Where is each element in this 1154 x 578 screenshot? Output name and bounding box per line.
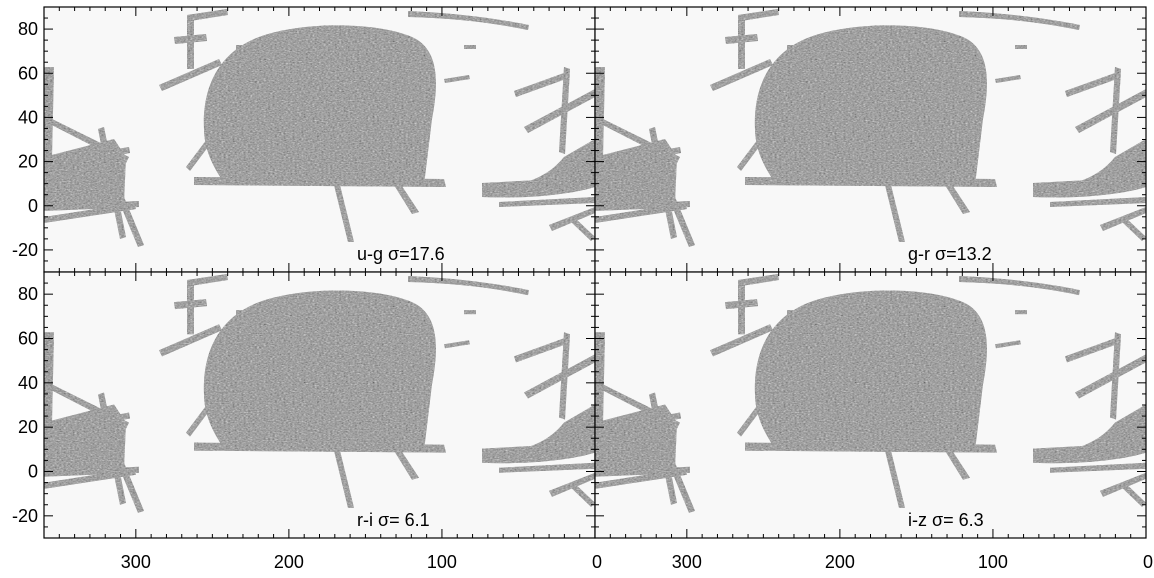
x-tick-label: 0 <box>592 552 602 572</box>
y-tick-label: 60 <box>18 329 38 349</box>
y-tick-label: 80 <box>18 284 38 304</box>
panel-label: u-g σ=17.6 <box>357 244 445 264</box>
y-tick-label: 40 <box>18 373 38 393</box>
x-tick-label: 200 <box>825 552 855 572</box>
y-tick-label: 0 <box>28 462 38 482</box>
y-tick-label: 80 <box>18 19 38 39</box>
panel-label: g-r σ=13.2 <box>908 244 992 264</box>
y-tick-label: 20 <box>18 417 38 437</box>
panel-2: g-r σ=13.2 <box>594 6 1147 273</box>
x-tick-label: 300 <box>121 552 151 572</box>
y-tick-label: -20 <box>12 506 38 526</box>
panel-1: 80 60 40 20 0 -20 u-g σ=17.6 <box>12 6 596 273</box>
y-tick-label: 60 <box>18 63 38 83</box>
y-tick-label: 40 <box>18 107 38 127</box>
y-tick-label: 0 <box>28 196 38 216</box>
x-tick-label: 200 <box>274 552 304 572</box>
panel-label: i-z σ= 6.3 <box>908 510 984 530</box>
panel-4: 300 200 100 0 i-z σ= 6.3 <box>594 271 1153 572</box>
y-tick-label: -20 <box>12 240 38 260</box>
x-tick-label: 300 <box>672 552 702 572</box>
x-tick-label: 0 <box>1143 552 1153 572</box>
panel-label: r-i σ= 6.1 <box>357 510 430 530</box>
x-tick-label: 100 <box>978 552 1008 572</box>
y-tick-label: 20 <box>18 152 38 172</box>
x-tick-label: 100 <box>427 552 457 572</box>
